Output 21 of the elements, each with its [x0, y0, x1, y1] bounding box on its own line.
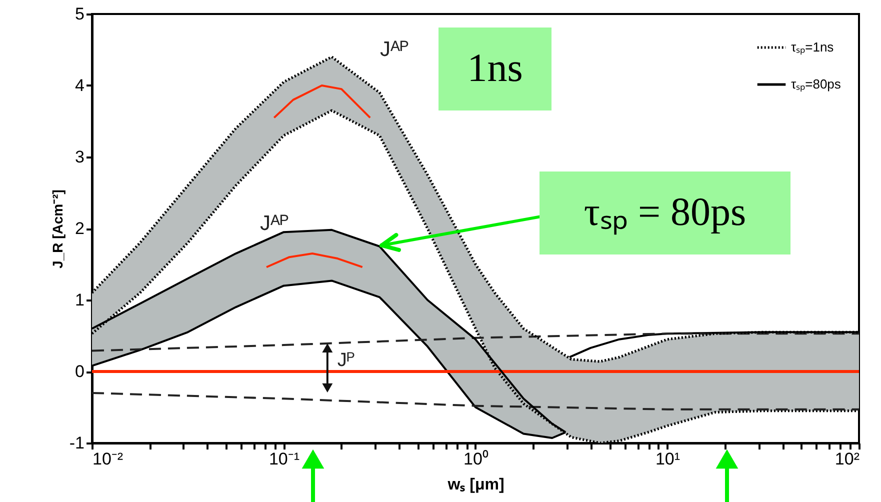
legend-label: τₛₚ=80ps [791, 76, 842, 92]
annotation: Jᴬᴾ [260, 212, 290, 235]
x-tick-label: 10⁻² [92, 450, 124, 468]
legend-label: τₛₚ=1ns [791, 40, 834, 56]
y-tick-label: 5 [75, 4, 84, 24]
x-tick-label: 10¹ [655, 450, 680, 468]
x-axis-title: wₛ [μm] [446, 476, 504, 494]
y-tick-label: 1 [75, 290, 84, 310]
y-tick-label: 3 [75, 148, 84, 166]
y-axis-title: J_R [Acm⁻²] [49, 190, 66, 268]
y-tick-label: 2 [75, 219, 84, 238]
annotation: Jᴬᴾ [380, 38, 410, 61]
y-tick-label: -1 [69, 434, 84, 452]
annotation: 1ns [467, 45, 523, 90]
y-tick-label: 0 [75, 362, 84, 381]
x-tick-label: 10⁰ [464, 450, 488, 468]
x-tick-label: 10² [834, 450, 860, 468]
y-tick-label: 4 [75, 76, 84, 95]
annotation: τₛₚ = 80ps [584, 189, 746, 235]
x-tick-label: 10⁻¹ [268, 450, 300, 468]
annotation: Jᴾ [337, 350, 355, 371]
